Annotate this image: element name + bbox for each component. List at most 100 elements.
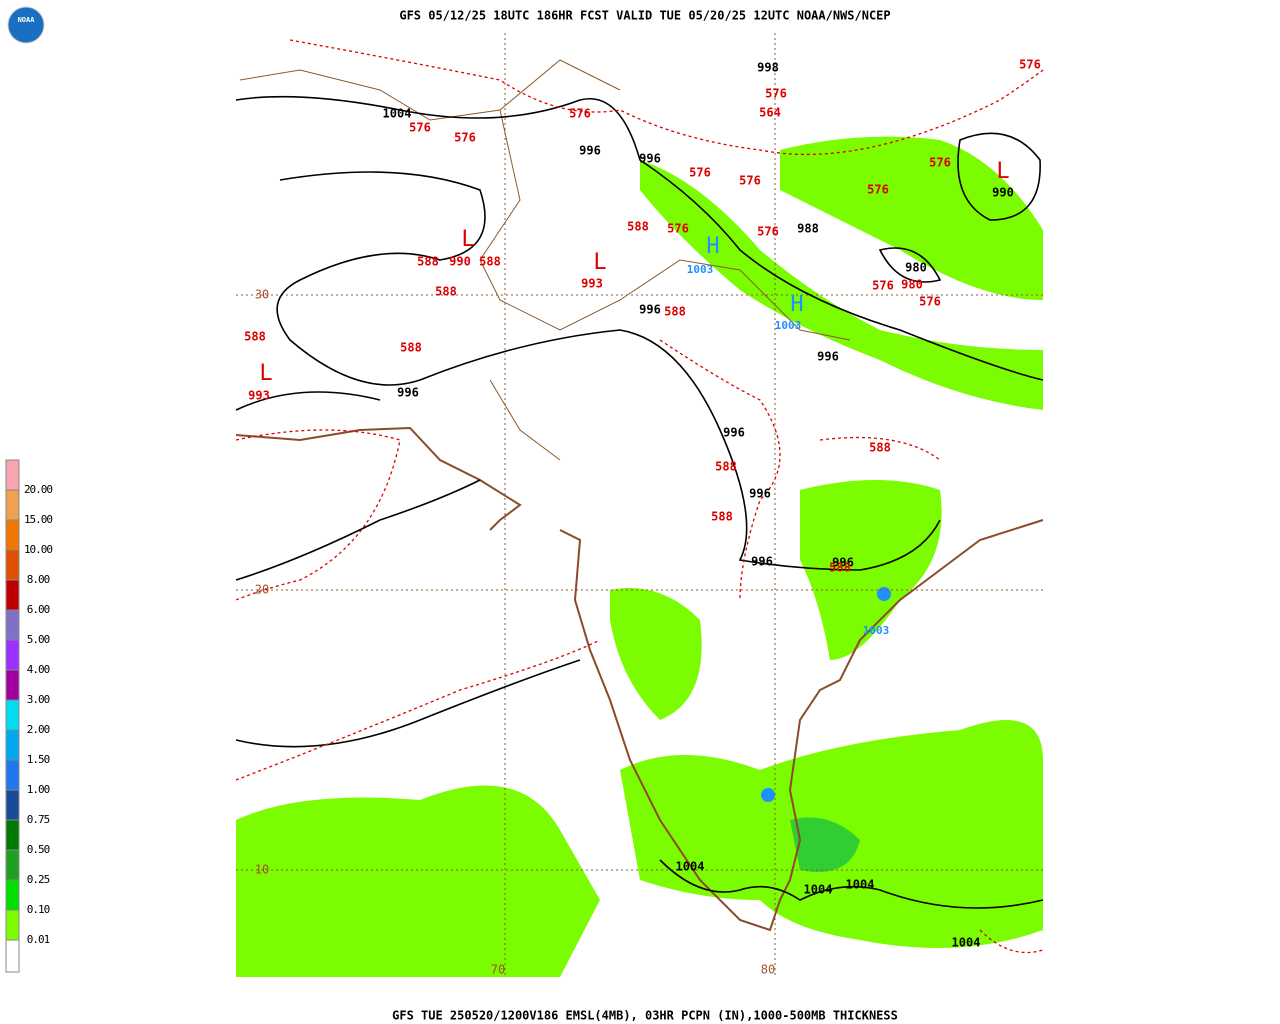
isobar-label: 996 [749, 487, 771, 501]
thickness-line [659, 339, 1044, 954]
low-marker: L [593, 250, 606, 275]
grid-label: 20 [255, 583, 269, 597]
legend-swatch [5, 909, 20, 941]
high-value: 1003 [775, 319, 802, 332]
isobar-label: 990 [992, 186, 1014, 200]
legend-swatch [5, 759, 20, 791]
thickness-label: 588 [627, 220, 649, 234]
thickness-label: 576 [872, 279, 894, 293]
thickness-label: 576 [689, 166, 711, 180]
grid-label: 30 [255, 288, 269, 302]
thickness-label: 576 [867, 183, 889, 197]
thickness-label: 588 [400, 341, 422, 355]
legend-label: 8.00 [27, 573, 50, 586]
isobar-label: 1004 [383, 107, 412, 121]
isobar-label: 1004 [804, 883, 833, 897]
thickness-label: 576 [454, 131, 476, 145]
precip-core [761, 788, 775, 802]
thickness-label: 588 [869, 441, 891, 455]
legend-label: 15.00 [24, 513, 52, 526]
legend-swatch [5, 699, 20, 731]
legend: 20.00 15.00 10.00 8.00 6.00 5.00 4.00 3.00 2.00 1… [5, 459, 53, 973]
thickness-label: 588 [711, 510, 733, 524]
legend-label: 5.00 [27, 633, 50, 646]
thickness-label: 576 [929, 156, 951, 170]
legend-swatch [5, 639, 20, 671]
legend-label: 4.00 [27, 663, 50, 676]
legend-label: 0.75 [27, 813, 50, 826]
thickness-label: 980 [901, 278, 923, 292]
legend-swatch [5, 879, 20, 911]
legend-swatch [5, 849, 20, 881]
low-marker: L [259, 361, 272, 386]
precip-area [790, 817, 860, 872]
isobar-label: 996 [397, 386, 419, 400]
isobar [659, 859, 1044, 909]
isobar [878, 132, 1041, 283]
isobar [235, 391, 581, 748]
legend-label: 20.00 [24, 483, 52, 496]
grid-label: 70 [491, 963, 505, 977]
header-title: GFS 05/12/25 18UTC 186HR FCST VALID TUE … [399, 9, 890, 23]
isobar-label: 996 [723, 426, 745, 440]
high-marker: H [706, 234, 719, 259]
legend-swatch [5, 519, 20, 551]
legend-swatch [5, 819, 20, 851]
isobar-label: 1004 [952, 936, 981, 950]
legend-swatch [5, 549, 20, 581]
legend-label: 1.50 [27, 753, 50, 766]
thickness-label: 993 [248, 389, 270, 403]
thickness-label: 576 [409, 121, 431, 135]
precip [236, 136, 1043, 977]
isobar-label: 996 [579, 144, 601, 158]
isobar-label: 996 [751, 555, 773, 569]
thickness-label: 576 [757, 225, 779, 239]
thickness-label: 564 [759, 106, 781, 120]
legend-label: 10.00 [24, 543, 52, 556]
legend-swatch [5, 729, 20, 761]
thickness-line [235, 39, 1044, 781]
grid-label: 80 [761, 963, 775, 977]
legend-label: 0.10 [27, 903, 50, 916]
precip-area [236, 785, 600, 977]
isobar-label: 988 [797, 222, 819, 236]
precip-area [640, 160, 1043, 410]
precip-core [877, 587, 891, 601]
legend-label: 0.25 [27, 873, 50, 886]
isobar-label: 996 [639, 303, 661, 317]
legend-swatch [5, 489, 20, 521]
legend-label: 3.00 [27, 693, 50, 706]
grid-label: 10 [255, 863, 269, 877]
isobar-label: 1004 [846, 878, 875, 892]
high-marker: H [790, 292, 803, 317]
low-marker: L [996, 159, 1009, 184]
isobar [235, 95, 1044, 381]
legend-swatch [5, 609, 20, 641]
isobar-label: 996 [639, 152, 661, 166]
border [239, 59, 851, 461]
thickness-label: 588 [435, 285, 457, 299]
isobar-label: 980 [905, 261, 927, 275]
noaa-logo [7, 6, 45, 44]
precip-area [780, 136, 1043, 300]
legend-label: 6.00 [27, 603, 50, 616]
legend-swatch [5, 789, 20, 821]
high-value: 1003 [687, 263, 714, 276]
legend-label: 1.00 [27, 783, 50, 796]
legend-swatch [5, 579, 20, 611]
thickness-label: 576 [919, 295, 941, 309]
thickness-label: 588 [479, 255, 501, 269]
thickness-label: 588 [715, 460, 737, 474]
thickness-label: 588 [829, 561, 851, 575]
precip-area [800, 480, 942, 660]
precip-area [610, 588, 702, 720]
high-value: 1003 [863, 624, 890, 637]
thickness-label: 576 [1019, 58, 1041, 72]
thickness-label: 588 [417, 255, 439, 269]
low-marker: L [461, 227, 474, 252]
thickness-label: 588 [244, 330, 266, 344]
thickness-label: 576 [765, 87, 787, 101]
thickness-label: 990 [449, 255, 471, 269]
isobar-label: 1004 [676, 860, 705, 874]
